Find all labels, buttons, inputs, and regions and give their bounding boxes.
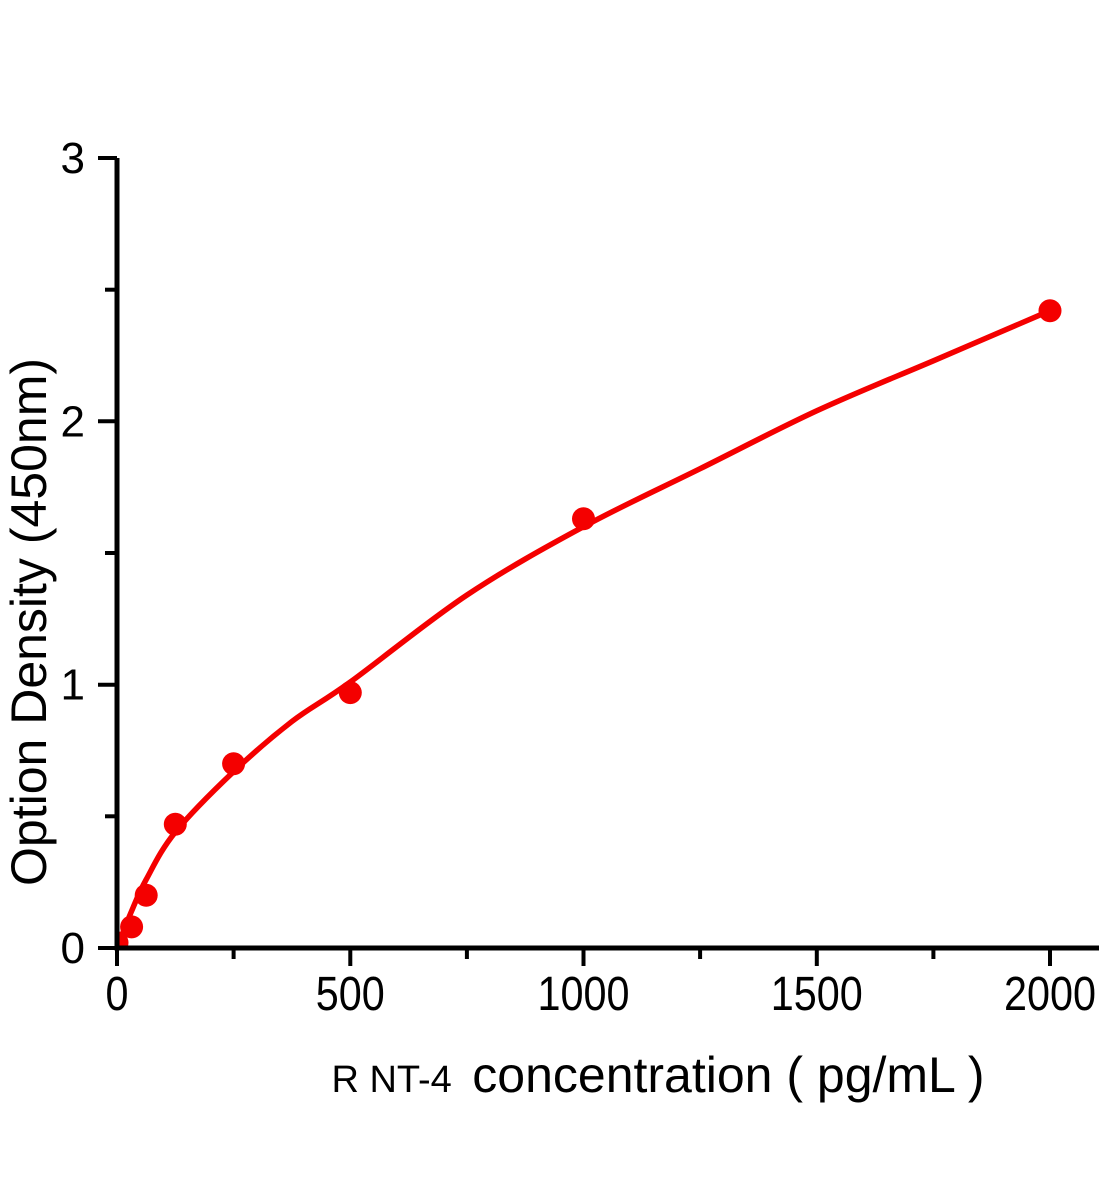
x-axis-title-main: concentration ( pg/mL ) [472, 1047, 984, 1103]
x-axis-title-prefix: R NT-4 [331, 1059, 451, 1101]
data-point [338, 681, 362, 705]
data-point [1038, 299, 1062, 323]
y-tick-label: 2 [61, 397, 85, 446]
data-layer [117, 299, 1062, 948]
data-point [134, 883, 158, 907]
x-tick-label: 0 [106, 968, 129, 1021]
data-point [163, 812, 187, 836]
axis-layer: 0 500 1000 1500 2000 0 1 2 3 [61, 134, 1099, 1021]
data-point [120, 915, 144, 939]
y-tick-label: 0 [61, 924, 85, 973]
x-tick-label: 1000 [538, 968, 630, 1021]
x-tick-label: 500 [316, 968, 385, 1021]
x-tick-label: 2000 [1004, 968, 1096, 1021]
y-tick-label: 3 [61, 134, 85, 183]
x-axis-title: R NT-4 concentration ( pg/mL ) [331, 1047, 984, 1103]
fit-curve [117, 308, 1052, 948]
data-point [222, 752, 246, 776]
data-point [572, 507, 595, 531]
x-tick-label: 1500 [771, 968, 863, 1021]
y-axis-title: Option Density (450nm) [1, 358, 57, 886]
y-tick-label: 1 [61, 661, 85, 710]
